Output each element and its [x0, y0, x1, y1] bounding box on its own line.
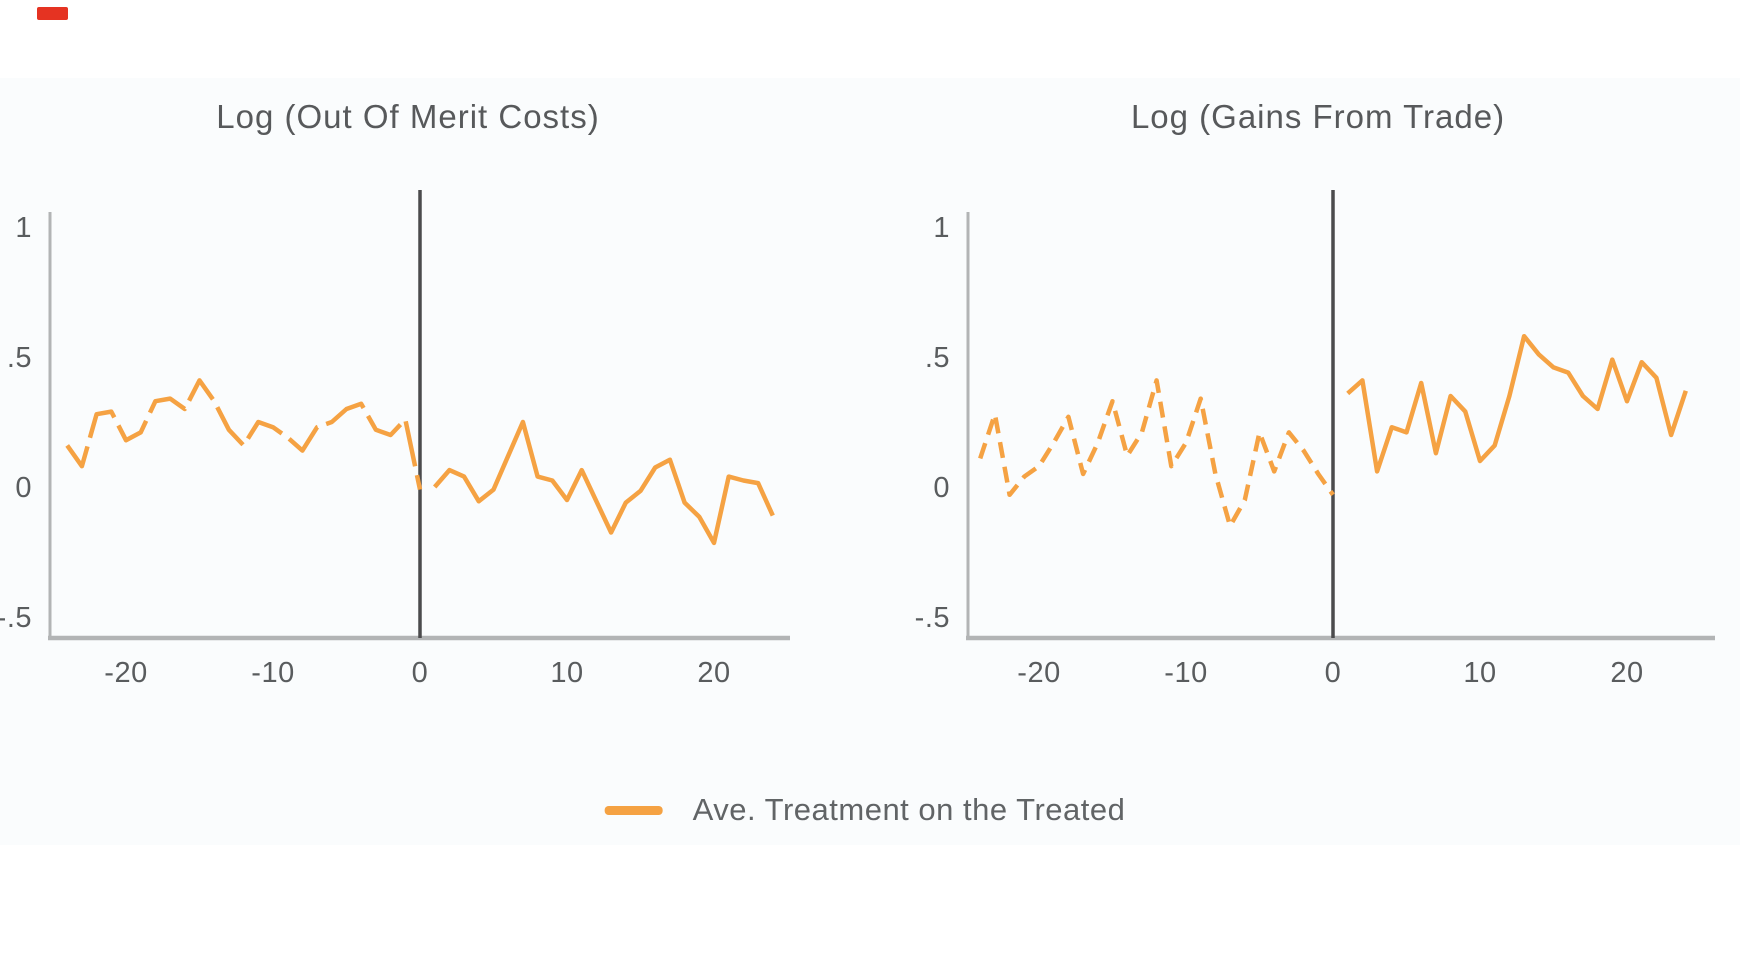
- x-tick-label: 10: [1463, 657, 1496, 689]
- x-tick-label: -10: [1164, 657, 1207, 689]
- x-tick-label: -20: [104, 657, 147, 689]
- chart-right: 1 .5 0 -.5 -20 -10 0 10 20: [915, 190, 1715, 689]
- chart-title-left: Log (Out Of Merit Costs): [216, 98, 600, 135]
- pre-period-series-line: [65, 378, 423, 491]
- y-tick-label: -.5: [0, 602, 32, 634]
- post-period-series-line: [1346, 333, 1688, 474]
- chart-left: 1 .5 0 -.5 -20 -10 0 10 20: [0, 190, 790, 689]
- legend-line-swatch: [604, 805, 663, 815]
- y-tick-label: 1: [933, 212, 950, 244]
- recording-indicator: [37, 7, 68, 20]
- y-tick-label: -.5: [915, 602, 950, 634]
- x-tick-label: 20: [1610, 657, 1643, 689]
- post-period-series-line: [433, 419, 775, 546]
- x-tick-label: -10: [251, 657, 294, 689]
- x-tick-label: -20: [1017, 657, 1060, 689]
- x-tick-label: 20: [697, 657, 730, 689]
- legend-label: Ave. Treatment on the Treated: [692, 792, 1126, 827]
- pre-period-series-line: [978, 378, 1335, 529]
- y-tick-label: 1: [15, 212, 32, 244]
- chart-title-right: Log (Gains From Trade): [1130, 98, 1506, 135]
- y-tick-label: .5: [925, 342, 950, 374]
- y-tick-label: .5: [7, 342, 32, 374]
- x-tick-label: 10: [550, 657, 583, 689]
- x-tick-label: 0: [412, 657, 429, 689]
- legend: Ave. Treatment on the Treated: [604, 792, 1126, 828]
- x-tick-label: 0: [1325, 657, 1342, 689]
- figure-background: [0, 78, 1740, 845]
- y-tick-label: 0: [933, 472, 950, 504]
- y-tick-label: 0: [15, 472, 32, 504]
